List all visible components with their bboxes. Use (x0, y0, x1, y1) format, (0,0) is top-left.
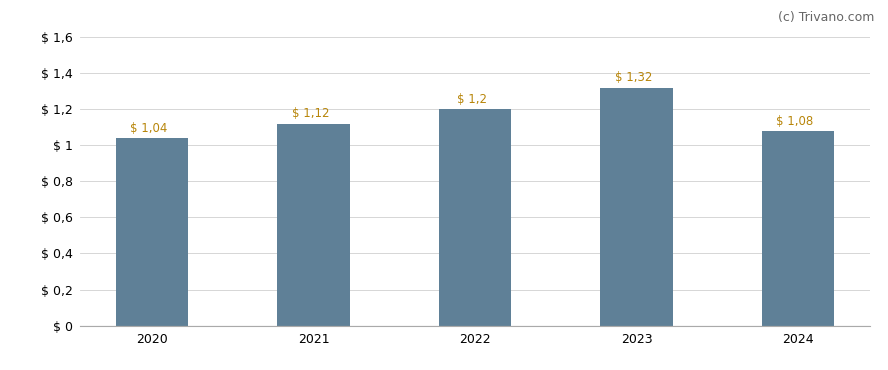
Bar (600, 87, 673, 326)
Bar (115, 138, 188, 326)
Text: $ 1,08: $ 1,08 (776, 115, 813, 128)
Text: $ 1,32: $ 1,32 (614, 71, 652, 84)
Text: $ 1,2: $ 1,2 (456, 93, 487, 106)
Bar (439, 109, 511, 326)
Text: $ 1,04: $ 1,04 (131, 122, 168, 135)
Text: $ 1,12: $ 1,12 (291, 107, 329, 120)
Bar (277, 124, 350, 326)
Bar (762, 131, 835, 326)
Text: (c) Trivano.com: (c) Trivano.com (778, 11, 875, 24)
